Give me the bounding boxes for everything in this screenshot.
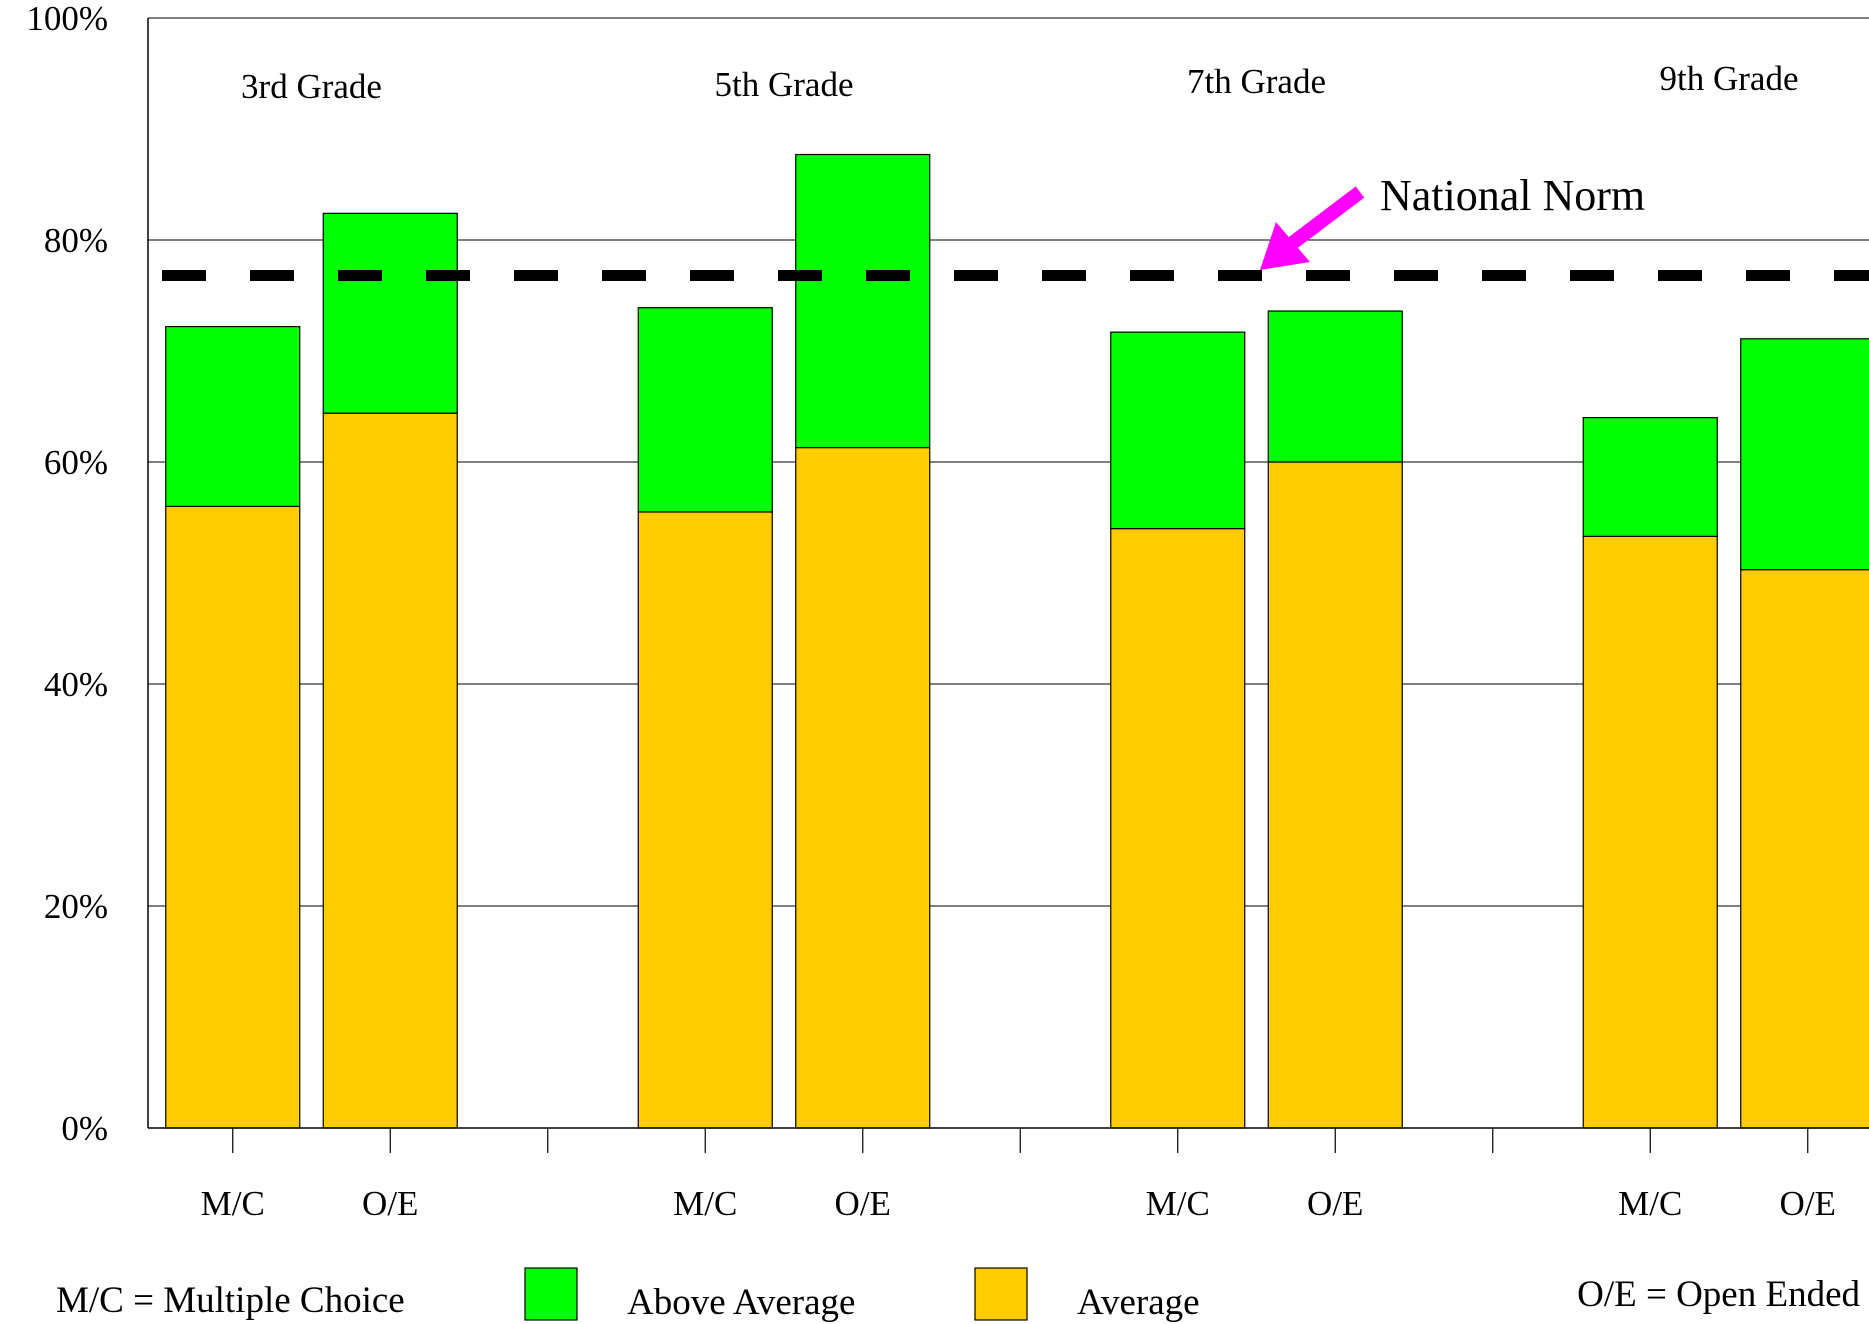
category-label: O/E <box>835 1184 891 1223</box>
grade-label: 5th Grade <box>715 65 854 104</box>
bar-above-average <box>322 212 458 414</box>
bar-above-average <box>795 153 931 449</box>
category-label: M/C <box>673 1184 737 1223</box>
category-label: O/E <box>1780 1184 1836 1223</box>
legend-label: Average <box>1077 1282 1200 1323</box>
grade-label: 3rd Grade <box>241 67 382 106</box>
grade-label: 9th Grade <box>1660 59 1799 98</box>
category-labels: M/C O/E M/C O/E M/C O/E M/C O/E <box>201 1184 1836 1223</box>
bar-average <box>322 412 458 1129</box>
grade-labels: 3rd Grade 5th Grade 7th Grade 9th Grade <box>241 59 1798 106</box>
notes: M/C = Multiple Choice O/E = Open Ended <box>56 1274 1860 1321</box>
category-label: O/E <box>1307 1184 1363 1223</box>
arrow-head-icon <box>1260 222 1310 270</box>
y-tick-label: 40% <box>44 665 108 704</box>
national-norm-label: National Norm <box>1380 171 1645 220</box>
category-label: M/C <box>1618 1184 1682 1223</box>
y-tick-labels: 0% 20% 40% 60% 80% 100% <box>26 0 108 1148</box>
bar-average <box>165 505 301 1129</box>
bar-average <box>637 511 773 1129</box>
bar-average <box>795 446 931 1129</box>
bar-above-average <box>1740 338 1869 571</box>
bar-average <box>1110 527 1246 1129</box>
category-label: O/E <box>362 1184 418 1223</box>
bar-above-average <box>165 325 301 507</box>
arrow-icon <box>1285 186 1365 251</box>
bar-above-average <box>1582 417 1718 537</box>
y-tick-label: 80% <box>44 221 108 260</box>
bar-average <box>1267 461 1403 1129</box>
axes <box>147 18 1869 1153</box>
category-label: M/C <box>1146 1184 1210 1223</box>
y-tick-label: 60% <box>44 443 108 482</box>
y-tick-label: 0% <box>61 1109 108 1148</box>
category-label: M/C <box>201 1184 265 1223</box>
grade-label: 7th Grade <box>1187 62 1326 101</box>
y-tick-label: 100% <box>26 0 108 38</box>
note-multiple-choice: M/C = Multiple Choice <box>56 1280 405 1321</box>
bar-average <box>1740 569 1869 1129</box>
legend-swatch <box>974 1267 1028 1321</box>
bar-average <box>1582 535 1718 1129</box>
bars <box>165 153 1869 1129</box>
legend: Above Average Average <box>524 1267 1200 1323</box>
legend-swatch <box>524 1267 578 1321</box>
legend-label: Above Average <box>627 1282 855 1323</box>
y-tick-label: 20% <box>44 887 108 926</box>
national-norm: National Norm <box>162 171 1869 282</box>
bar-above-average <box>1110 331 1246 530</box>
bar-above-average <box>1267 310 1403 463</box>
bar-above-average <box>637 307 773 513</box>
note-open-ended: O/E = Open Ended <box>1577 1274 1860 1315</box>
